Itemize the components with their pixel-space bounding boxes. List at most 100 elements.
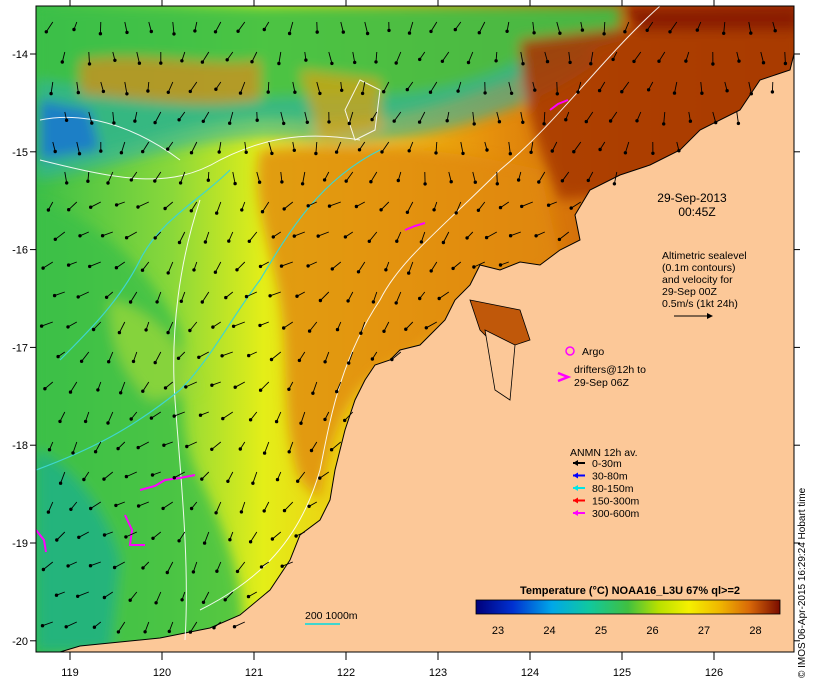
- velocity-vector: [281, 261, 293, 267]
- velocity-vector: [669, 21, 678, 33]
- velocity-vector-head: [597, 88, 602, 93]
- velocity-vector: [674, 81, 678, 94]
- velocity-vector-head: [305, 120, 309, 125]
- velocity-vector: [430, 81, 438, 93]
- velocity-vector-head: [532, 31, 536, 35]
- velocity-vector-head: [71, 451, 75, 455]
- velocity-vector-head: [153, 179, 157, 183]
- velocity-vector-head: [262, 509, 266, 513]
- velocity-vector-head: [295, 294, 299, 298]
- velocity-vector-head: [688, 119, 693, 123]
- velocity-vector-head: [635, 119, 639, 123]
- velocity-vector: [362, 81, 366, 94]
- velocity-vector: [409, 21, 414, 34]
- velocity-vector-head: [76, 295, 80, 299]
- velocity-vector-head: [316, 234, 320, 238]
- velocity-vector: [304, 111, 308, 123]
- velocity-vector: [383, 81, 390, 92]
- velocity-vector-head: [580, 28, 585, 32]
- velocity-vector-head: [215, 211, 219, 215]
- velocity-vector: [227, 471, 234, 482]
- velocity-vector-head: [335, 389, 339, 394]
- velocity-vector-head: [651, 151, 655, 156]
- velocity-vector-head: [247, 353, 251, 358]
- velocity-vector: [556, 81, 558, 94]
- velocity-vector: [510, 231, 521, 237]
- velocity-vector-head: [78, 234, 82, 238]
- lon-tick-label: 119: [61, 667, 79, 679]
- velocity-vector-head: [347, 121, 351, 126]
- velocity-vector-head: [89, 506, 93, 511]
- velocity-vector-head: [505, 29, 509, 33]
- velocity-vector-head: [449, 180, 453, 184]
- colorbar-tick-label: 28: [749, 625, 761, 637]
- velocity-vector: [114, 561, 126, 568]
- velocity-vector-head: [555, 92, 559, 96]
- velocity-vector-head: [153, 120, 157, 125]
- velocity-vector-head: [437, 296, 441, 301]
- velocity-vector: [43, 561, 54, 570]
- velocity-vector: [289, 21, 294, 34]
- velocity-vector-head: [424, 326, 428, 330]
- anmn-legend-label: 150-300m: [592, 496, 640, 508]
- velocity-vector-head: [773, 29, 777, 33]
- velocity-vector-head: [89, 205, 93, 209]
- velocity-vector-head: [244, 294, 249, 299]
- velocity-vector-head: [133, 119, 137, 123]
- velocity-vector-head: [405, 210, 410, 215]
- velocity-vector-head: [418, 57, 422, 62]
- velocity-vector: [125, 531, 137, 538]
- velocity-vector: [78, 291, 89, 298]
- velocity-vector-head: [533, 88, 537, 92]
- velocity-vector: [61, 51, 66, 63]
- velocity-vector: [300, 411, 306, 424]
- velocity-vector-head: [477, 31, 481, 35]
- velocity-vector: [240, 81, 246, 94]
- velocity-vector: [179, 231, 186, 243]
- velocity-vector: [45, 21, 54, 33]
- lon-tick-label: 123: [429, 667, 447, 679]
- velocity-vector-head: [545, 59, 550, 64]
- velocity-vector: [142, 141, 150, 152]
- velocity-vector-head: [330, 267, 334, 271]
- velocity-vector: [77, 591, 89, 597]
- velocity-vector-head: [53, 149, 57, 154]
- velocity-vector: [154, 171, 162, 182]
- velocity-vector-head: [370, 117, 374, 122]
- velocity-vector-head: [202, 541, 207, 545]
- sst-field: [36, 6, 794, 652]
- velocity-vector-head: [64, 118, 69, 123]
- date-label: 29-Sep-2013: [657, 191, 727, 205]
- velocity-vector-head: [307, 504, 311, 508]
- velocity-vector-head: [128, 300, 133, 304]
- velocity-vector: [138, 501, 149, 507]
- velocity-vector-head: [323, 360, 327, 364]
- velocity-vector: [340, 21, 344, 33]
- velocity-vector: [189, 81, 198, 92]
- velocity-vector-head: [217, 150, 221, 154]
- velocity-vector-head: [560, 179, 565, 183]
- velocity-vector: [344, 411, 354, 421]
- velocity-vector-head: [495, 182, 499, 186]
- velocity-vector-head: [441, 240, 446, 245]
- velocity-vector: [380, 201, 390, 211]
- velocity-vector-head: [311, 391, 315, 395]
- velocity-vector-head: [179, 299, 184, 303]
- velocity-vector: [126, 231, 138, 239]
- plot-frame: [35, 5, 795, 653]
- drifters-label: drifters@12h to: [574, 364, 646, 376]
- velocity-vector-head: [473, 180, 477, 184]
- velocity-vector-head: [159, 61, 163, 65]
- velocity-vector-head: [172, 476, 177, 480]
- velocity-vector: [603, 21, 606, 34]
- lat-tick-label: -15: [12, 147, 28, 159]
- velocity-vector: [167, 261, 174, 274]
- velocity-vector: [624, 141, 630, 153]
- velocity-vector: [191, 141, 198, 153]
- velocity-vector-head: [165, 570, 170, 575]
- velocity-vector-head: [498, 263, 503, 267]
- velocity-vector-head: [184, 385, 188, 389]
- velocity-vector: [155, 591, 162, 603]
- longitude-axis: 119 120 121 122 123 124 125 126: [61, 0, 723, 679]
